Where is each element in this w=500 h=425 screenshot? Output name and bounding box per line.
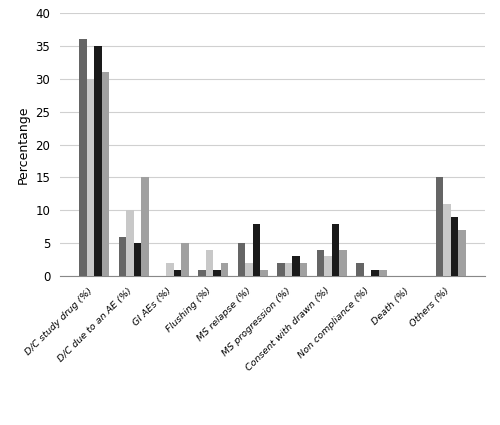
Bar [220, 263, 228, 276]
Y-axis label: Percentange: Percentange [17, 105, 30, 184]
Bar [278, 263, 285, 276]
Bar [126, 210, 134, 276]
Bar [87, 79, 94, 276]
Bar [317, 250, 324, 276]
Bar [206, 250, 213, 276]
Bar [324, 257, 332, 276]
Bar [198, 270, 205, 276]
Bar [260, 270, 268, 276]
Bar [285, 263, 292, 276]
Bar [166, 263, 173, 276]
Bar [292, 257, 300, 276]
Bar [340, 250, 347, 276]
Bar [332, 224, 340, 276]
Bar [443, 204, 450, 276]
Bar [372, 270, 379, 276]
Bar [181, 243, 188, 276]
Bar [94, 46, 102, 276]
Bar [174, 270, 181, 276]
Bar [450, 217, 458, 276]
Bar [436, 178, 443, 276]
Bar [80, 39, 87, 276]
Bar [379, 270, 386, 276]
Bar [213, 270, 220, 276]
Bar [134, 243, 141, 276]
Bar [142, 178, 149, 276]
Bar [245, 263, 252, 276]
Bar [119, 237, 126, 276]
Bar [238, 243, 245, 276]
Bar [300, 263, 308, 276]
Bar [252, 224, 260, 276]
Bar [356, 263, 364, 276]
Bar [458, 230, 466, 276]
Bar [102, 72, 110, 276]
